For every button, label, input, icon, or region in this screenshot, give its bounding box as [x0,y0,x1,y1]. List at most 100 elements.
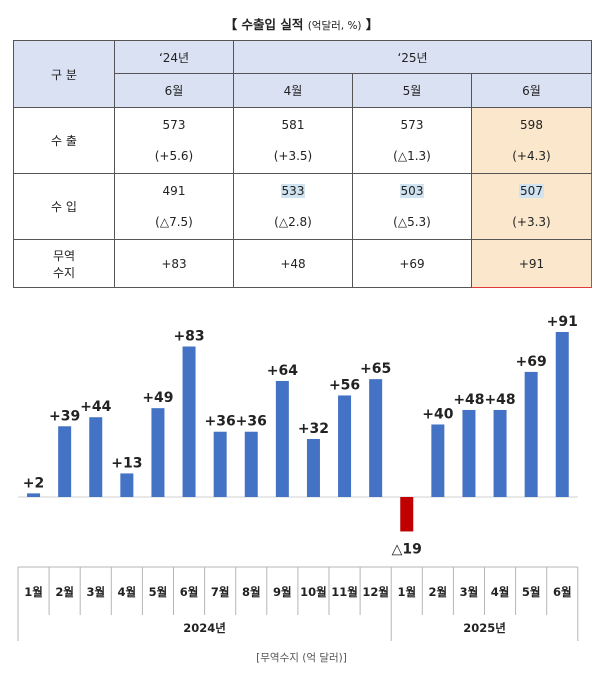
x-tick-label: 2월 [55,585,74,599]
chart-bar [462,409,476,497]
bar-value-label: +32 [298,421,329,437]
table-title-close: 】 [365,17,379,32]
bar-value-label: △19 [392,541,422,557]
chart-bar [306,438,320,497]
bar-value-label: +36 [205,414,236,430]
x-tick-label: 2월 [429,585,448,599]
chart-bar [400,497,414,532]
table-cell: 573 (△1.3) [352,107,472,174]
x-tick-label: 9월 [273,585,292,599]
bar-value-label: +69 [516,354,547,370]
cell-change: (△1.3) [393,149,431,163]
bar-value-label: +40 [422,406,453,422]
row-label-line: 수지 [52,265,76,280]
cell-change: (△7.5) [155,215,193,229]
x-tick-label: 8월 [242,585,261,599]
header-month-highlighted: 6월 [471,73,592,108]
cell-change: (△2.8) [274,215,312,229]
x-tick-label: 6월 [180,585,199,599]
x-tick-label: 6월 [553,585,572,599]
cell-value: 573 [162,118,186,132]
table-cell: 503 (△5.3) [352,173,472,240]
chart-bar [182,346,196,497]
table-cell: 573 (+5.6) [114,107,234,174]
cell-value-highlighted: 533 [280,184,306,198]
bar-value-label: +48 [484,392,515,408]
bar-value-label: +64 [267,363,298,379]
table-cell: 491 (△7.5) [114,173,234,240]
bar-value-label: +13 [111,455,142,471]
chart-bar [493,409,507,497]
bar-value-label: +56 [329,377,360,393]
header-month: 5월 [352,73,472,108]
cell-value: 581 [281,118,305,132]
chart-bar [27,493,41,497]
x-group-label: 2024년 [183,621,226,635]
x-tick-label: 7월 [211,585,230,599]
bar-value-label: +49 [142,390,173,406]
table-row-import: 수 입 491 (△7.5) 533 (△2.8) 503 (△5.3) 507 (+3… [13,173,592,240]
cell-change: (+4.3) [512,149,551,163]
x-tick-label: 4월 [491,585,510,599]
table-title-text: 【 수출입 실적 [224,17,304,32]
x-group-label: 2025년 [463,621,506,635]
header-year-24: ‘24년 [114,40,234,74]
table-cell: +48 [233,239,353,288]
x-tick-label: 3월 [86,585,105,599]
cell-value: 598 [520,118,543,132]
bar-value-label: +65 [360,361,391,377]
chart-bar [151,408,165,497]
bar-value-label: +44 [80,399,111,415]
cell-value: 491 [162,184,186,198]
cell-value-highlighted: 507 [519,184,544,198]
bar-value-label: +39 [49,408,80,424]
row-label-line: 무역 [52,248,76,263]
x-tick-label: 3월 [460,585,479,599]
row-label-import: 수 입 [13,173,115,240]
trade-table: 구 분 ‘24년 ‘25년 6월 4월 5월 6월 수 출 573 (+5.6) … [13,40,592,288]
table-cell-highlighted: +91 [471,239,592,288]
cell-change: (+5.6) [154,149,194,163]
row-label-export: 수 출 [13,107,115,174]
table-cell-highlighted: 507 (+3.3) [471,173,592,240]
bar-value-label: +91 [547,314,578,330]
chart-bar [431,424,445,497]
table-title-unit: (억달러, %) [307,20,362,32]
header-gubun: 구 분 [13,40,115,108]
chart-bar [244,431,258,497]
chart-bar [555,332,569,497]
chart-bar [275,380,289,497]
x-tick-label: 10월 [300,585,327,599]
table-title: 【 수출입 실적 (억달러, %) 】 [0,14,603,33]
cell-change: (+3.3) [512,215,551,229]
bar-value-label: +36 [236,414,267,430]
x-tick-label: 11월 [331,585,358,599]
x-tick-label: 5월 [522,585,541,599]
chart-bar [58,426,72,497]
header-year-25: ‘25년 [233,40,592,74]
table-cell: 533 (△2.8) [233,173,353,240]
bar-value-label: +2 [23,475,44,491]
trade-balance-chart: +2 +39+44 +13 +49 +83 +36 +36 +64 +32 +56+65 △19 +4… [17,314,579,641]
x-tick-label: 4월 [118,585,137,599]
chart-bar [369,379,383,497]
table-cell: +69 [352,239,472,288]
chart-bar [213,431,227,497]
x-tick-label: 5월 [149,585,168,599]
x-tick-label: 1월 [24,585,43,599]
x-tick-label: 1월 [397,585,416,599]
table-cell: 581 (+3.5) [233,107,353,174]
bar-value-label: +48 [453,392,484,408]
table-cell: +83 [114,239,234,288]
table-cell-highlighted: 598 (+4.3) [471,107,592,174]
cell-value-highlighted: 503 [399,184,425,198]
header-month: 4월 [233,73,353,108]
x-tick-label: 12월 [362,585,389,599]
bar-value-label: +83 [173,329,204,345]
table-row-export: 수 출 573 (+5.6) 581 (+3.5) 573 (△1.3) 598 (+4… [13,107,592,174]
header-month: 6월 [114,73,234,108]
chart-bar [89,417,103,497]
chart-bar [120,473,134,497]
